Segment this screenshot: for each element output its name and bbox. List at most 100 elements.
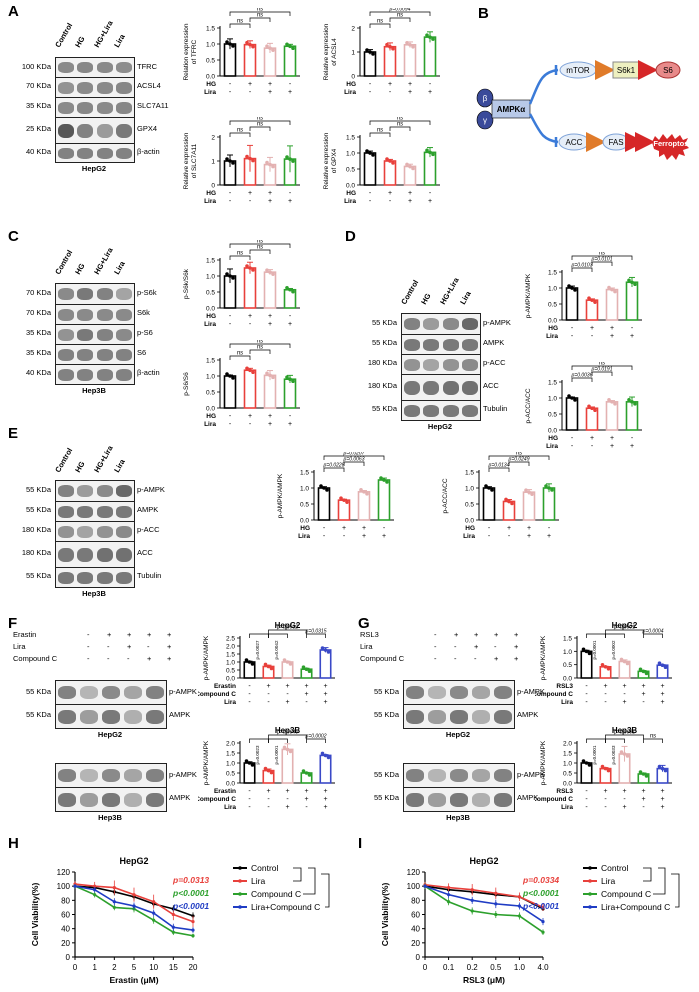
y-tick-label: 1.5 bbox=[206, 358, 215, 365]
significance-bracket bbox=[249, 17, 271, 22]
data-point bbox=[527, 490, 531, 494]
band bbox=[77, 288, 94, 300]
data-point bbox=[657, 661, 662, 665]
panel-label-D: D bbox=[345, 228, 356, 245]
data-point bbox=[268, 373, 272, 378]
band bbox=[116, 349, 133, 361]
marker-label: 40 KDa bbox=[25, 146, 51, 156]
significance-label: p=0.0001 bbox=[274, 745, 279, 764]
band bbox=[116, 62, 133, 73]
legend-marker bbox=[588, 879, 592, 883]
ampk-beta: β bbox=[483, 94, 488, 103]
treatment-sign: - bbox=[249, 421, 252, 428]
bar bbox=[357, 491, 371, 521]
treatment-sign: - bbox=[571, 443, 574, 450]
band bbox=[442, 380, 459, 396]
significance-bracket bbox=[323, 455, 385, 460]
data-point bbox=[282, 745, 287, 750]
treatment-sign: + bbox=[288, 198, 292, 205]
treatment-sign: - bbox=[585, 804, 588, 811]
treatment-sign: - bbox=[229, 81, 232, 88]
data-point bbox=[231, 276, 235, 280]
data-point bbox=[630, 400, 634, 404]
data-point bbox=[408, 164, 412, 169]
band bbox=[493, 686, 513, 699]
protein-label: p-S6k bbox=[137, 288, 157, 297]
band bbox=[123, 769, 143, 782]
legend-bracket bbox=[671, 873, 680, 908]
treatment-sign: + bbox=[514, 630, 519, 639]
treatment-sign: + bbox=[590, 325, 594, 332]
data-point bbox=[625, 754, 630, 758]
band bbox=[427, 686, 447, 699]
condition-label: HG bbox=[72, 261, 87, 276]
data-point bbox=[368, 151, 372, 155]
band bbox=[403, 359, 420, 371]
significance-label: ns bbox=[397, 13, 403, 19]
data-point bbox=[250, 763, 255, 767]
data-point bbox=[228, 159, 232, 163]
significance-bracket bbox=[369, 132, 391, 137]
band bbox=[57, 547, 74, 563]
treatment-sign: + bbox=[660, 804, 664, 811]
y-tick-label: 0.0 bbox=[206, 74, 215, 81]
treatment-sign: - bbox=[585, 699, 588, 706]
data-point bbox=[288, 44, 292, 49]
treatment-sign: - bbox=[389, 89, 392, 96]
protein-label: TFRC bbox=[137, 61, 157, 71]
significance-bracket bbox=[268, 738, 288, 743]
data-point bbox=[573, 288, 577, 292]
treatment-label: HG bbox=[346, 81, 356, 88]
data-point bbox=[504, 497, 508, 502]
protein-label: ACC bbox=[483, 381, 499, 390]
treatment-sign: + bbox=[323, 699, 327, 706]
treatment-sign: + bbox=[288, 321, 292, 328]
band bbox=[116, 329, 133, 341]
significance-label: p=0.0207 bbox=[343, 452, 365, 457]
data-point bbox=[326, 650, 331, 654]
marker-label: 35 KDa bbox=[25, 328, 51, 337]
x-tick-label: 0 bbox=[423, 963, 428, 972]
treatment-sign: - bbox=[369, 190, 372, 197]
treatment-sign: + bbox=[304, 796, 308, 803]
protein-label: p-S6 bbox=[137, 328, 153, 337]
treatment-sign: - bbox=[454, 654, 457, 663]
y-tick-label: 100 bbox=[407, 882, 421, 891]
treatment-sign: + bbox=[248, 190, 252, 197]
treatment-sign: + bbox=[304, 691, 308, 698]
significance-bracket bbox=[229, 23, 251, 28]
treatment-label: Erastin bbox=[13, 630, 37, 639]
band bbox=[145, 686, 165, 699]
y-tick-label: 0.0 bbox=[226, 781, 235, 788]
treatment-sign: + bbox=[603, 788, 607, 795]
data-point bbox=[494, 902, 498, 906]
bar bbox=[383, 45, 397, 77]
treatment-sign: - bbox=[229, 198, 232, 205]
data-point bbox=[291, 289, 295, 294]
treatment-sign: + bbox=[428, 198, 432, 205]
treatment-sign: - bbox=[87, 630, 90, 639]
data-point bbox=[590, 406, 594, 411]
data-point bbox=[285, 375, 289, 379]
data-point bbox=[93, 893, 97, 897]
band bbox=[145, 710, 165, 724]
blot-row bbox=[56, 304, 134, 325]
bar-chart-E-pAMPK: 0.0 0.5 1.0 1.5 p-AMPK/AMPK p=0.0228p=0.0063p… bbox=[277, 452, 394, 540]
band bbox=[405, 686, 425, 699]
condition-label: Lira bbox=[111, 32, 127, 49]
blot-C bbox=[55, 283, 135, 385]
band bbox=[57, 62, 74, 73]
x-tick-label: 20 bbox=[189, 963, 198, 972]
treatment-sign: - bbox=[369, 81, 372, 88]
protein-label: S6k bbox=[137, 308, 150, 317]
stat-label: p<0.0001 bbox=[172, 901, 209, 911]
significance-bracket bbox=[508, 461, 530, 466]
treatment-sign: + bbox=[304, 683, 308, 690]
treatment-label: Lira bbox=[204, 321, 216, 328]
data-point bbox=[405, 41, 409, 45]
y-tick-label: 1.5 bbox=[346, 135, 355, 142]
band bbox=[493, 769, 513, 782]
bar bbox=[263, 374, 277, 409]
data-point bbox=[517, 904, 521, 908]
